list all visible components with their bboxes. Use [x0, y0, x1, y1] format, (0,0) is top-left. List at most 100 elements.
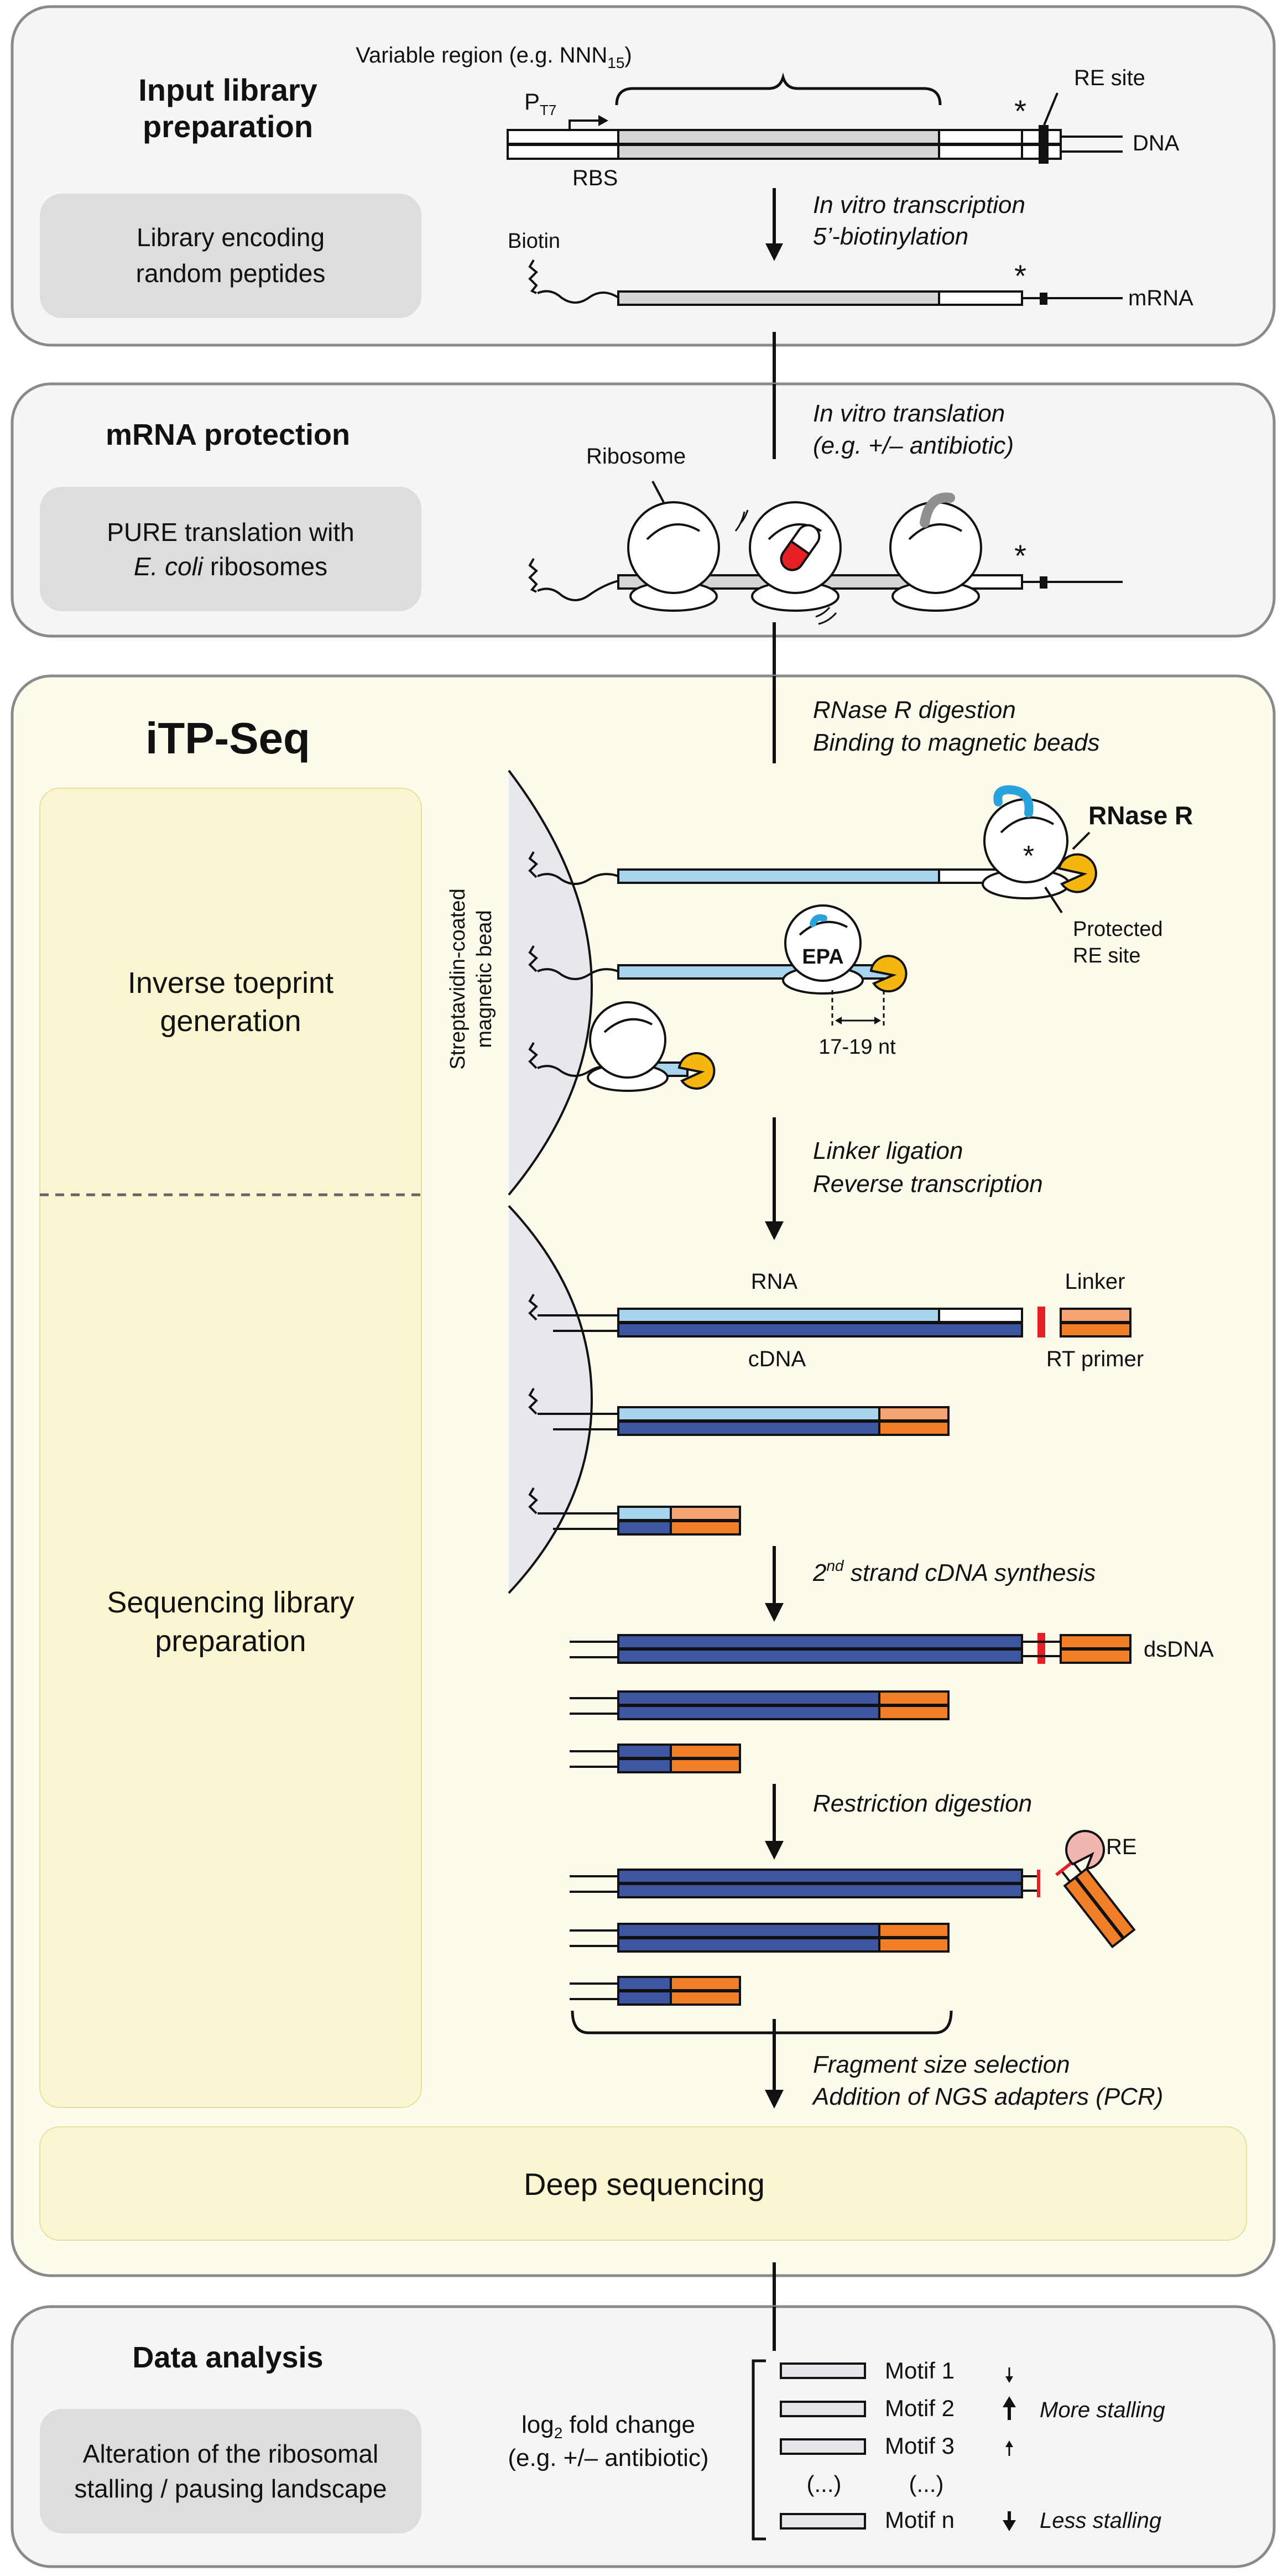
promoter-label: P	[524, 89, 540, 115]
cdna-label: cDNA	[748, 1347, 806, 1371]
re-site-label: RE site	[1074, 66, 1145, 90]
rt-row-1	[528, 1293, 1131, 1338]
arrow-linker	[765, 1221, 784, 1240]
toeprint-row-1: * RNase R Protected RE site	[528, 785, 1193, 967]
arrow-down-large-icon	[1003, 2520, 1016, 2531]
data-analysis-sub-line2: stalling / pausing landscape	[74, 2474, 387, 2503]
data-analysis-sub-box	[40, 2409, 421, 2533]
log-suffix: fold change	[562, 2411, 695, 2438]
dna-label: DNA	[1133, 131, 1180, 155]
ribosome-antibiotic-icon	[734, 501, 842, 625]
input-title-line1: Input library	[138, 72, 317, 107]
input-sub-box	[40, 194, 421, 318]
svg-text:Variable region (e.g. NNN15): Variable region (e.g. NNN15)	[356, 43, 632, 71]
step-translation-rest: translation	[886, 400, 1005, 427]
more-stalling-label: More stalling	[1040, 2398, 1165, 2422]
protected-line1: Protected	[1073, 918, 1163, 941]
rbs-label: RBS	[572, 166, 618, 190]
rt-row-2	[528, 1387, 950, 1436]
step-linker-ligation: Linker ligation	[813, 1137, 963, 1164]
bead-label-line1: Streptavidin-coated	[446, 888, 470, 1069]
biotin-label: Biotin	[508, 230, 560, 253]
ecoli-rest: ribosomes	[203, 552, 327, 581]
arrow-up-large-icon	[1003, 2396, 1016, 2407]
protected-line2: RE site	[1073, 944, 1140, 967]
step-ngs-adapters: Addition of NGS adapters (PCR)	[811, 2083, 1163, 2110]
step-biotinylation: 5’-biotinylation	[813, 223, 968, 250]
mrna-protection-title: mRNA protection	[106, 418, 350, 451]
log-line2: (e.g. +/– antibiotic)	[508, 2444, 708, 2471]
mrna-protection-sub-line1: PURE translation with	[107, 518, 354, 547]
mrna-label: mRNA	[1128, 286, 1193, 310]
nt-label: 17-19 nt	[818, 1035, 896, 1059]
dsdna-row-1: dsDNA	[570, 1633, 1214, 1664]
motif-row-n: Motif n Less stalling	[780, 2507, 1161, 2533]
deep-sequencing-box	[39, 2126, 1247, 2241]
mrna-construct: Biotin * mRNA	[508, 230, 1193, 310]
motif-row-3: Motif 3	[780, 2433, 1013, 2459]
rnase-r-icon	[1057, 853, 1097, 893]
motif-row-1: Motif 1	[780, 2358, 1013, 2384]
step-transcription-rest: transcription	[886, 191, 1025, 218]
ellipsis-left: (...)	[807, 2471, 842, 2497]
epa-label: EPA	[802, 945, 843, 969]
rt-primer-label: RT primer	[1046, 1347, 1144, 1371]
re-label: RE	[1106, 1835, 1137, 1859]
data-analysis-sub-line1: Alteration of the ribosomal	[83, 2439, 378, 2468]
arrow-down-small-icon	[1005, 2376, 1013, 2383]
log-prefix: log	[522, 2411, 554, 2438]
panel-input-library: Input library preparation Library encodi…	[11, 5, 1276, 347]
arrow-transcription	[765, 243, 783, 261]
svg-text:In vitro transcription: In vitro transcription	[813, 191, 1025, 218]
second-strand-rest: strand cDNA synthesis	[844, 1559, 1096, 1586]
panel-itpseq: iTP-Seq Inverse toeprint generation Sequ…	[11, 674, 1276, 2277]
stop-codon-toeprint: *	[1023, 840, 1034, 872]
motif-bracket	[752, 2359, 766, 2541]
restriction-enzyme-icon	[1065, 1830, 1105, 1870]
itpseq-left-box	[39, 788, 422, 2108]
itpseq-title: iTP-Seq	[145, 714, 310, 763]
ribosome-peptide-icon	[889, 492, 982, 612]
stop-codon-mrna: *	[1014, 258, 1026, 293]
svg-text:E. coli ribosomes: E. coli ribosomes	[134, 552, 327, 581]
log-sub: 2	[554, 2424, 563, 2442]
motif-row-ellipsis: (...) (...)	[807, 2471, 944, 2497]
step-rnase-digestion: RNase R digestion	[813, 696, 1016, 724]
step-reverse-transcription: Reverse transcription	[813, 1170, 1043, 1198]
arrow-fragment	[765, 2090, 784, 2109]
rt-row-3	[528, 1487, 741, 1536]
seqlib-line1: Sequencing library	[107, 1586, 354, 1619]
seqlib-line2: preparation	[155, 1625, 306, 1658]
arrow-second-strand	[765, 1603, 784, 1622]
antibiotic-pill-icon	[780, 524, 821, 571]
svg-text:log2 fold change: log2 fold change	[522, 2411, 695, 2442]
variable-region-label: Variable region (e.g. NNN	[356, 43, 607, 67]
re-site-mark	[1039, 125, 1049, 164]
linker-label: Linker	[1065, 1269, 1125, 1294]
less-stalling-label: Less stalling	[1040, 2509, 1161, 2533]
input-sub-line2: random peptides	[136, 259, 326, 288]
svg-text:PT7: PT7	[524, 89, 556, 118]
input-title-line2: preparation	[143, 109, 313, 144]
panel-mrna-protection: mRNA protection PURE translation with E.…	[11, 382, 1276, 638]
digested-row-2	[570, 1923, 950, 1953]
svg-text:2nd strand cDNA synthesis: 2nd strand cDNA synthesis	[812, 1557, 1096, 1586]
stop-codon-dna: *	[1014, 93, 1026, 128]
toeprint-row-2: EPA 17-19 nt	[528, 904, 908, 1059]
data-analysis-title: Data analysis	[132, 2341, 323, 2374]
motif-n-label: Motif n	[885, 2507, 955, 2533]
ribosome-icon	[627, 501, 720, 612]
deep-sequencing-label: Deep sequencing	[524, 2167, 765, 2202]
toeprint-row-3	[528, 1001, 716, 1092]
magnetic-bead-2	[509, 1206, 592, 1593]
panel-data-analysis: Data analysis Alteration of the ribosoma…	[11, 2305, 1276, 2568]
motif-3-label: Motif 3	[885, 2433, 955, 2459]
input-sub-line1: Library encoding	[137, 223, 325, 252]
second-strand-sup: nd	[826, 1557, 844, 1574]
motif-1-label: Motif 1	[885, 2358, 955, 2384]
variable-region-sub: 15	[607, 54, 624, 71]
dna-construct: Variable region (e.g. NNN15) PT7 * RE si…	[356, 43, 1180, 190]
inverse-toeprint-line1: Inverse toeprint	[128, 966, 333, 1000]
step-fragment-selection: Fragment size selection	[813, 2051, 1070, 2078]
